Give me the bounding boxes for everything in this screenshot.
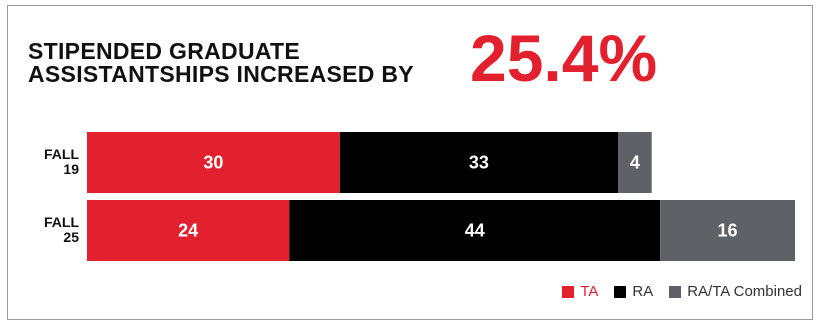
- bar-segment: [618, 132, 652, 193]
- chart-title: STIPENDED GRADUATE ASSISTANTSHIPS INCREA…: [28, 40, 414, 86]
- legend: TA RA RA/TA Combined: [562, 283, 802, 300]
- data-label: 44: [465, 221, 485, 241]
- bar-segment: [660, 200, 795, 261]
- category-label: FALL 25: [44, 214, 79, 245]
- highlight-percentage: 25.4%: [470, 21, 658, 95]
- legend-item: RA: [614, 283, 653, 300]
- data-label: 4: [630, 153, 640, 173]
- data-label: 16: [718, 221, 738, 241]
- legend-label: TA: [580, 283, 599, 300]
- bar-segment: [87, 132, 340, 193]
- data-label: 24: [178, 221, 198, 241]
- legend-swatch: [669, 285, 682, 298]
- data-label: 30: [203, 153, 223, 173]
- title-line-2: ASSISTANTSHIPS INCREASED BY: [28, 61, 414, 87]
- bar-segment: [87, 200, 290, 261]
- bar-segment: [289, 200, 661, 261]
- legend-swatch: [562, 285, 575, 298]
- title-line-1: STIPENDED GRADUATE: [28, 38, 301, 64]
- legend-swatch: [614, 285, 627, 298]
- legend-item: TA: [562, 283, 598, 300]
- bar-segment: [339, 132, 618, 193]
- legend-label: RA: [632, 283, 654, 300]
- legend-item: RA/TA Combined: [669, 283, 802, 300]
- legend-label: RA/TA Combined: [687, 283, 802, 300]
- category-label: FALL 19: [44, 146, 79, 177]
- data-label: 33: [469, 153, 489, 173]
